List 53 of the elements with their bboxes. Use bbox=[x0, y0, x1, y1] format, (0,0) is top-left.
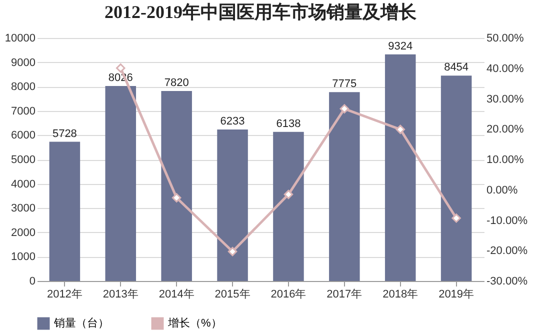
y2-tick-label: -10.00% bbox=[486, 214, 528, 227]
x-tick-label: 2012年 bbox=[46, 288, 82, 300]
y2-tick-label: 0.00% bbox=[486, 184, 518, 196]
y-tick-label: 9000 bbox=[11, 56, 36, 69]
y2-tick-label: -20.00% bbox=[486, 245, 528, 258]
data-label: 7775 bbox=[332, 78, 357, 90]
y-tick-label: 3000 bbox=[11, 202, 36, 215]
bar bbox=[105, 86, 136, 281]
y2-tick-label: 40.00% bbox=[486, 62, 524, 75]
point bbox=[396, 124, 405, 134]
y-tick-label: 6000 bbox=[11, 130, 36, 142]
x-tick-label: 2015年 bbox=[214, 288, 250, 300]
bar bbox=[329, 92, 360, 281]
legend-label: 增长（%） bbox=[167, 316, 222, 330]
x-tick-label: 2016年 bbox=[270, 288, 306, 300]
bar bbox=[49, 142, 80, 281]
y-tick-label: 7000 bbox=[11, 105, 36, 118]
data-label: 6138 bbox=[276, 118, 301, 130]
bar bbox=[273, 132, 304, 281]
data-label: 6233 bbox=[220, 116, 245, 128]
point bbox=[340, 104, 350, 114]
y-tick-label: 10000 bbox=[4, 32, 36, 44]
y2-tick-label: 10.00% bbox=[486, 154, 524, 166]
y2-tick-label: 20.00% bbox=[486, 124, 524, 136]
data-label: 7820 bbox=[164, 76, 189, 89]
x-tick-label: 2014年 bbox=[158, 288, 194, 300]
y-tick-label: 4000 bbox=[11, 178, 36, 190]
legend-label: 销量（台） bbox=[53, 316, 109, 330]
y-tick-label: 2000 bbox=[11, 226, 36, 239]
y-tick-label: 5000 bbox=[11, 154, 36, 166]
y2-tick-label: 50.00% bbox=[486, 32, 524, 44]
y2-tick-label: 30.00% bbox=[486, 93, 524, 106]
chart-title: 2012-2019年中国医用车市场销量及增长 bbox=[104, 2, 418, 22]
x-tick-label: 2019年 bbox=[438, 288, 474, 300]
data-label: 5728 bbox=[52, 128, 77, 140]
bar bbox=[217, 130, 248, 281]
x-tick-label: 2013年 bbox=[102, 288, 138, 300]
y-tick-label: 1000 bbox=[11, 251, 36, 264]
bar bbox=[440, 76, 472, 281]
bar bbox=[161, 90, 192, 281]
data-label: 9324 bbox=[388, 40, 413, 52]
point bbox=[172, 193, 182, 202]
point bbox=[116, 63, 126, 73]
x-tick-label: 2018年 bbox=[382, 288, 418, 300]
y-tick-label: 8000 bbox=[11, 81, 36, 94]
point bbox=[452, 214, 461, 223]
x-tick-label: 2017年 bbox=[326, 288, 362, 300]
bar bbox=[384, 54, 416, 281]
point bbox=[284, 190, 294, 200]
y2-tick-label: -30.00% bbox=[486, 276, 528, 288]
data-label: 8454 bbox=[444, 62, 469, 74]
y-tick-label: 0 bbox=[29, 276, 36, 288]
point bbox=[228, 246, 238, 256]
